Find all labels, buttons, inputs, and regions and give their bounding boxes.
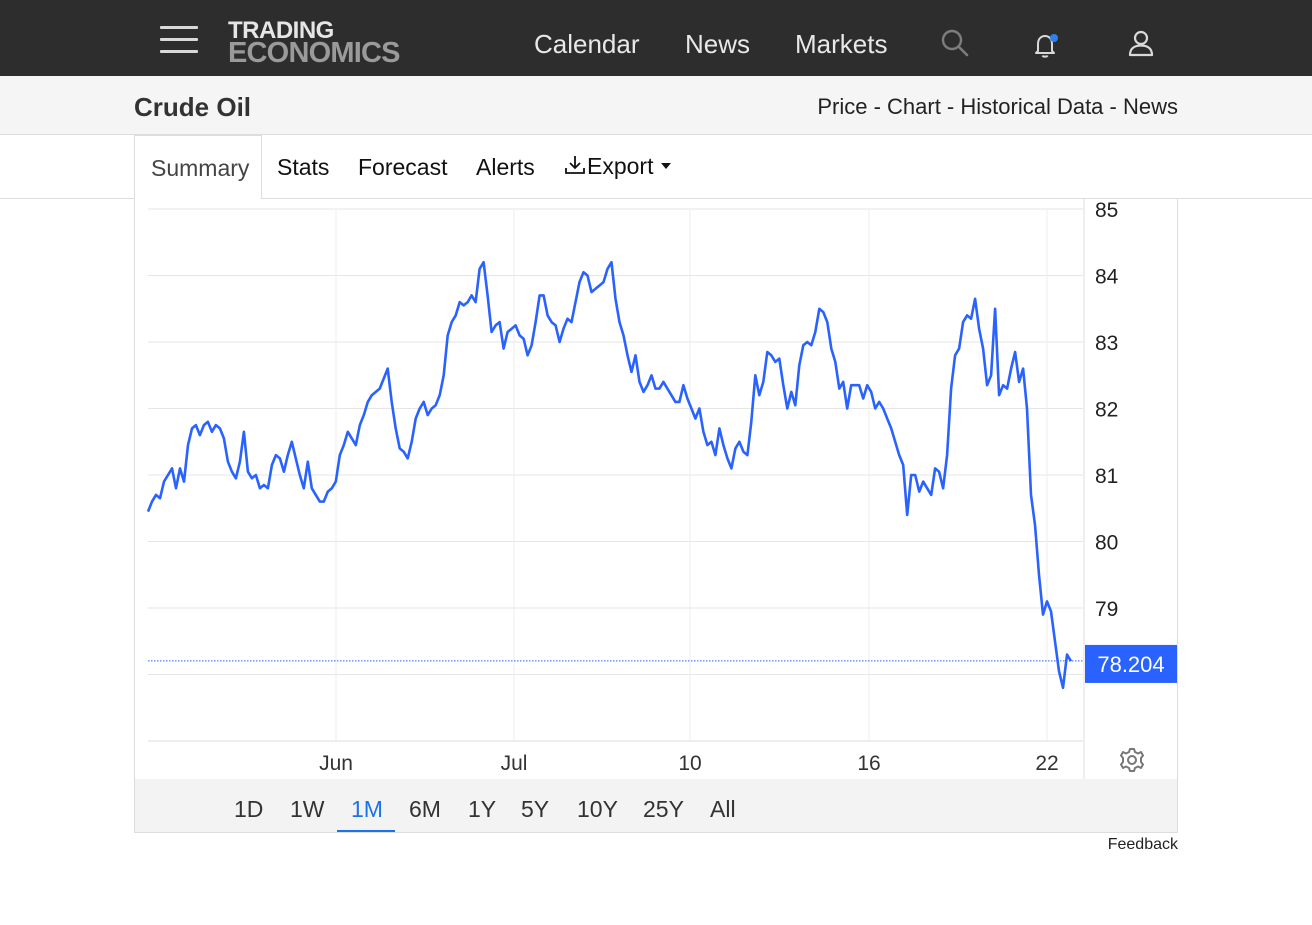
x-tick-label: Jun bbox=[319, 752, 353, 775]
y-tick-label: 79 bbox=[1095, 598, 1118, 621]
range-button-all[interactable]: All bbox=[710, 796, 736, 822]
nav-link-calendar[interactable]: Calendar bbox=[534, 29, 640, 59]
export-label: Export bbox=[587, 153, 654, 179]
chart-panel: Jun Jul 10 16 22 79 80 81 82 83 84 85 78.204 1D 1W 1M 6… bbox=[134, 199, 1178, 833]
range-button-1d[interactable]: 1D bbox=[234, 796, 264, 822]
x-tick-label: Jul bbox=[501, 752, 528, 775]
gear-icon[interactable] bbox=[1118, 746, 1146, 774]
y-tick-label: 81 bbox=[1095, 465, 1118, 488]
x-tick-label: 10 bbox=[678, 752, 701, 775]
logo-line-1: TRADING bbox=[228, 17, 334, 44]
price-line bbox=[146, 260, 1073, 690]
tab-summary-label: Summary bbox=[151, 155, 250, 181]
caret-down-icon bbox=[660, 163, 671, 169]
crumb-chart[interactable]: Chart bbox=[887, 94, 941, 119]
crumb-price[interactable]: Price bbox=[817, 94, 868, 119]
range-button-1y[interactable]: 1Y bbox=[468, 796, 497, 822]
top-navbar: TRADING ECONOMICS Calendar News Markets bbox=[0, 0, 1312, 76]
range-button-1w[interactable]: 1W bbox=[290, 796, 325, 822]
menu-icon[interactable] bbox=[160, 26, 198, 56]
range-button-10y[interactable]: 10Y bbox=[577, 796, 618, 822]
range-button-6m[interactable]: 6M bbox=[409, 796, 441, 822]
price-chart[interactable]: Jun Jul 10 16 22 79 80 81 82 83 84 85 78.204 bbox=[135, 199, 1178, 779]
site-logo[interactable]: TRADING ECONOMICS bbox=[228, 17, 400, 69]
time-range-bar: 1D 1W 1M 6M 1Y 5Y 10Y 25Y All bbox=[135, 779, 1177, 832]
x-tick-label: 16 bbox=[857, 752, 880, 775]
bell-icon[interactable] bbox=[1031, 30, 1061, 60]
tab-bar: Summary Stats Forecast Alerts Export bbox=[0, 135, 1312, 200]
user-icon[interactable] bbox=[1127, 28, 1157, 58]
nav-link-markets[interactable]: Markets bbox=[795, 29, 888, 59]
page-header: Crude Oil Price - Chart - Historical Dat… bbox=[0, 76, 1312, 135]
crumb-separator: - bbox=[1103, 94, 1123, 119]
y-tick-label: 84 bbox=[1095, 266, 1119, 289]
range-button-5y[interactable]: 5Y bbox=[521, 796, 550, 822]
x-tick-label: 22 bbox=[1035, 752, 1058, 775]
feedback-link[interactable]: Feedback bbox=[1107, 836, 1178, 853]
download-icon bbox=[565, 156, 585, 174]
tab-alerts[interactable]: Alerts bbox=[476, 154, 535, 180]
crumb-separator: - bbox=[940, 94, 961, 119]
last-price-label-bg bbox=[1085, 644, 1177, 683]
crumb-historical-data[interactable]: Historical Data bbox=[960, 94, 1104, 119]
export-dropdown[interactable]: Export bbox=[563, 153, 672, 180]
y-tick-label: 80 bbox=[1095, 532, 1118, 555]
range-button-1m[interactable]: 1M bbox=[351, 796, 383, 822]
tab-stats[interactable]: Stats bbox=[277, 154, 330, 180]
tab-summary[interactable]: Summary bbox=[134, 135, 262, 200]
search-icon[interactable] bbox=[940, 28, 970, 58]
crumb-separator: - bbox=[867, 94, 888, 119]
range-button-25y[interactable]: 25Y bbox=[643, 796, 684, 822]
page-title: Crude Oil bbox=[134, 92, 252, 122]
y-tick-label: 85 bbox=[1095, 199, 1118, 222]
breadcrumb: Price - Chart - Historical Data - News bbox=[817, 94, 1178, 120]
y-tick-label: 82 bbox=[1095, 399, 1118, 422]
range-active-underline bbox=[337, 830, 395, 832]
nav-link-news[interactable]: News bbox=[685, 29, 751, 59]
crumb-news[interactable]: News bbox=[1122, 94, 1178, 119]
logo-line-2: ECONOMICS bbox=[228, 37, 400, 69]
tab-forecast[interactable]: Forecast bbox=[358, 154, 448, 180]
last-price-label: 78.204 bbox=[1097, 652, 1164, 677]
y-tick-label: 83 bbox=[1095, 332, 1118, 355]
